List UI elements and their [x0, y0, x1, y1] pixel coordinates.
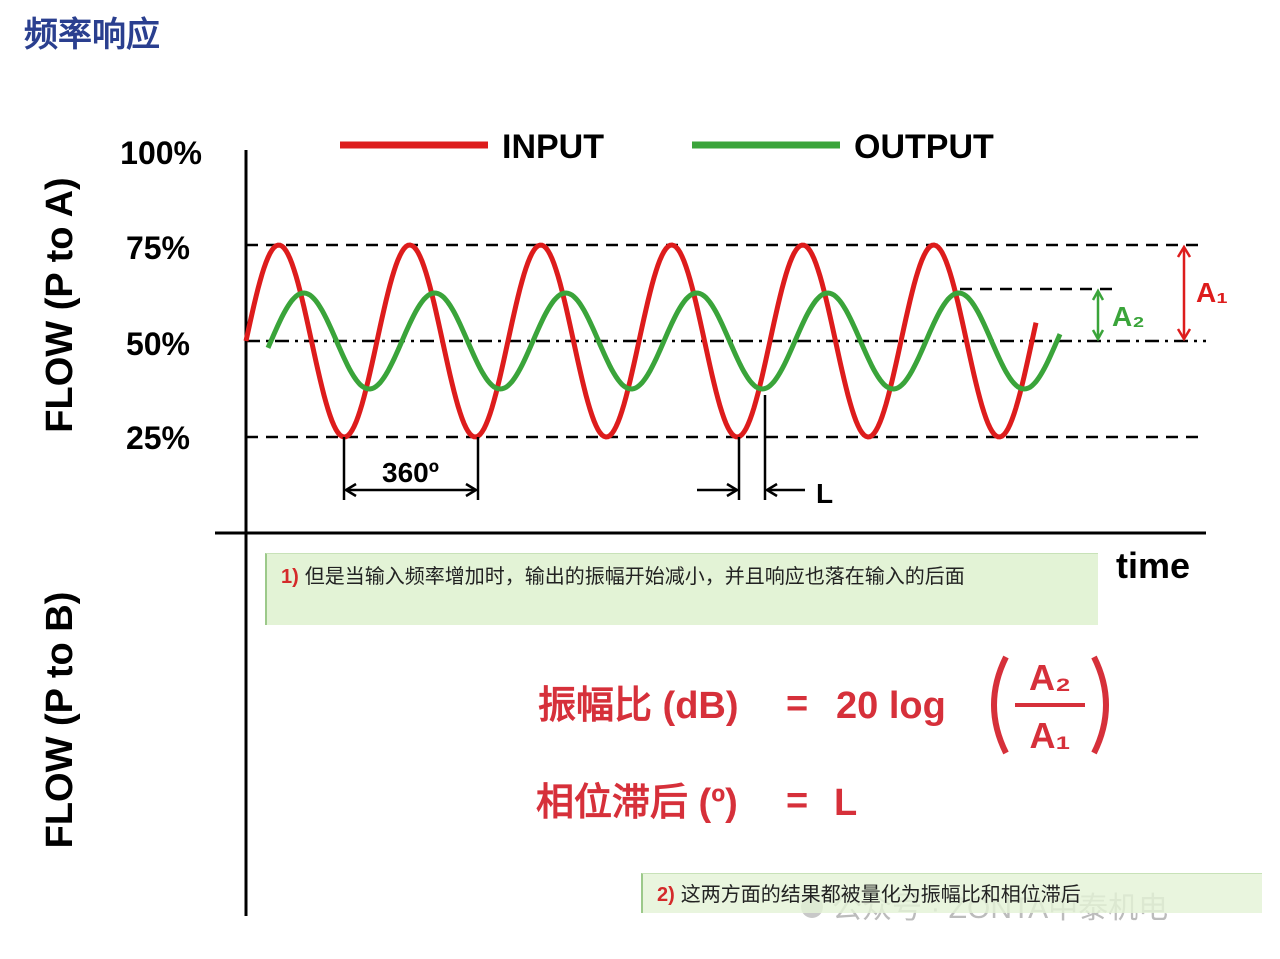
- note-text: 但是当输入频率增加时，输出的振幅开始减小，并且响应也落在输入的后面: [304, 564, 965, 588]
- formula-equals: =: [786, 683, 808, 725]
- a2-label: A₂: [1112, 301, 1145, 332]
- tick-label: 25%: [126, 420, 190, 456]
- note-number: 1): [281, 566, 299, 588]
- a1-label: A₁: [1196, 277, 1228, 308]
- lag-label: L: [816, 478, 833, 509]
- note-text: 这两方面的结果都被量化为振幅比和相位滞后: [680, 882, 1081, 906]
- y-label-top: FLOW (P to A): [39, 177, 81, 432]
- a1-arrow: [1176, 244, 1192, 342]
- y-label-bottom: FLOW (P to B): [39, 592, 81, 849]
- tick-label: 100%: [120, 135, 202, 171]
- tick-label: 75%: [126, 230, 190, 266]
- formula-label: 相位滞后 (º): [536, 782, 738, 824]
- legend-label: INPUT: [502, 128, 604, 166]
- x-label: time: [1116, 545, 1190, 586]
- input-wave: [243, 242, 1039, 440]
- output-wave: [265, 290, 1063, 392]
- numerator: A₂: [1029, 657, 1071, 698]
- period-label: 360º: [382, 457, 439, 488]
- period-marker: [342, 395, 805, 500]
- formula-expr: 20 log: [836, 685, 946, 727]
- tick-label: 50%: [126, 326, 190, 362]
- note-number: 2): [657, 884, 675, 906]
- paren: [991, 655, 1009, 755]
- formula-label: 振幅比 (dB): [538, 685, 739, 727]
- formula-expr: L: [834, 782, 857, 824]
- note: 1) 但是当输入频率增加时，输出的振幅开始减小，并且响应也落在输入的后面: [265, 553, 1098, 625]
- formula-equals: =: [786, 780, 808, 822]
- note: 2) 这两方面的结果都被量化为振幅比和相位滞后: [641, 873, 1262, 913]
- paren: [1091, 655, 1109, 755]
- a2-arrow: [1091, 288, 1105, 342]
- denominator: A₁: [1030, 715, 1071, 756]
- legend-label: OUTPUT: [854, 128, 994, 166]
- title: 频率响应: [24, 15, 160, 55]
